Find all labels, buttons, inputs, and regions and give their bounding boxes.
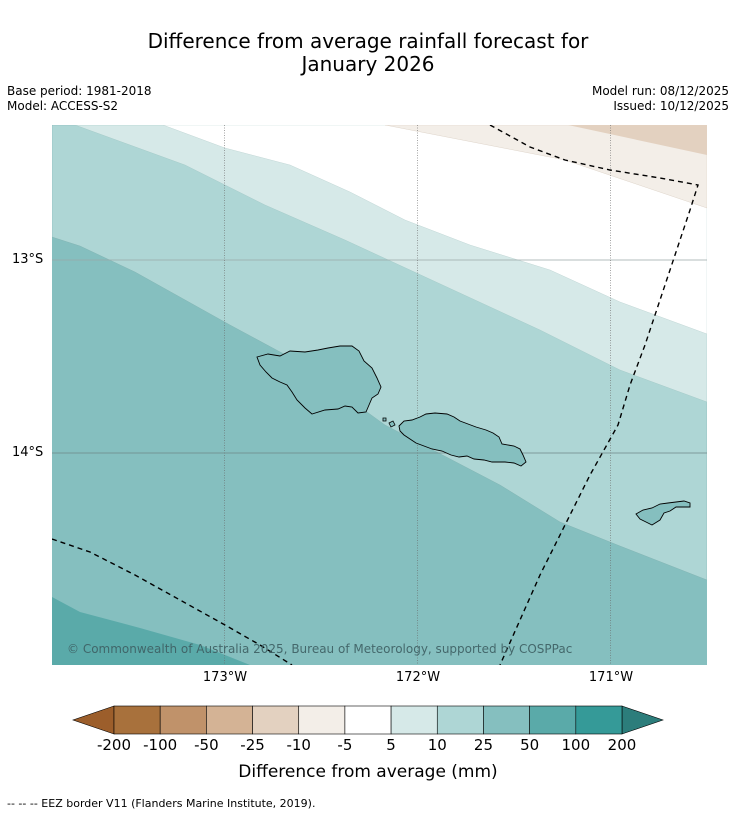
colorbar-tick-label: -5 (337, 736, 353, 754)
meta-left: Base period: 1981-2018 Model: ACCESS-S2 (7, 84, 152, 114)
islet-apolima (382, 417, 387, 422)
island-savaii (256, 345, 382, 415)
colorbar-cell (436, 705, 484, 735)
meta-right: Model run: 08/12/2025 Issued: 10/12/2025 (592, 84, 729, 114)
colorbar-extend-low (72, 705, 115, 735)
colorbar-tick-label: 25 (473, 736, 493, 754)
lat-label-14s: 14°S (12, 445, 44, 460)
model-name: Model: ACCESS-S2 (7, 99, 119, 113)
band-minus25-minus10 (568, 125, 707, 155)
lon-label-173w: 173°W (202, 670, 248, 685)
map-frame (52, 125, 707, 665)
colorbar-tick-label: -50 (194, 736, 219, 754)
colorbar-cell (206, 705, 253, 735)
issued-date: Issued: 10/12/2025 (613, 99, 729, 113)
chart-title: Difference from average rainfall forecas… (0, 30, 736, 76)
base-period: Base period: 1981-2018 (7, 84, 152, 98)
eez-border-north (489, 125, 699, 665)
colorbar-extend-high (621, 705, 664, 735)
colorbar-tick-label: -10 (286, 736, 311, 754)
title-line-2: January 2026 (301, 52, 435, 76)
colorbar-tick-label: 10 (427, 736, 447, 754)
islet-manono (388, 420, 396, 428)
colorbar-cell (252, 705, 300, 735)
band-neutral (162, 125, 707, 335)
colorbar-tick-label: -200 (96, 736, 132, 754)
lon-label-172w: 172°W (395, 670, 441, 685)
colorbar-cell (298, 705, 346, 735)
colorbar-cell (159, 705, 207, 735)
colorbar-cell (390, 705, 438, 735)
colorbar-cell (483, 705, 530, 735)
colorbar-cell (344, 705, 392, 735)
colorbar-cell (529, 705, 577, 735)
colorbar-tick-label: 100 (561, 736, 591, 754)
title-line-1: Difference from average rainfall forecas… (147, 29, 589, 53)
colorbar-title: Difference from average (mm) (238, 762, 498, 782)
graticule (52, 125, 707, 665)
lon-label-171w: 171°W (588, 670, 634, 685)
band-50-100 (52, 597, 250, 665)
colorbar-tick-label: 50 (520, 736, 540, 754)
model-run: Model run: 08/12/2025 (591, 84, 729, 98)
island-tutuila (635, 500, 691, 526)
colorbar-tick-label: 5 (386, 736, 396, 754)
island-upolu (398, 412, 527, 467)
eez-border-south (52, 538, 293, 665)
colorbar-cell (575, 705, 623, 735)
lat-label-13s: 13°S (12, 252, 44, 267)
colorbar-tick-label: -25 (240, 736, 265, 754)
band-minus10-minus5 (384, 125, 707, 209)
colorbar-cell (113, 705, 161, 735)
colorbar-tick-label: -100 (143, 736, 178, 754)
eez-footnote: -- -- -- EEZ border V11 (Flanders Marine… (7, 797, 316, 810)
copyright-notice: © Commonwealth of Australia 2025, Bureau… (67, 642, 573, 656)
colorbar (72, 705, 664, 735)
colorbar-tick-label: 200 (607, 736, 637, 754)
